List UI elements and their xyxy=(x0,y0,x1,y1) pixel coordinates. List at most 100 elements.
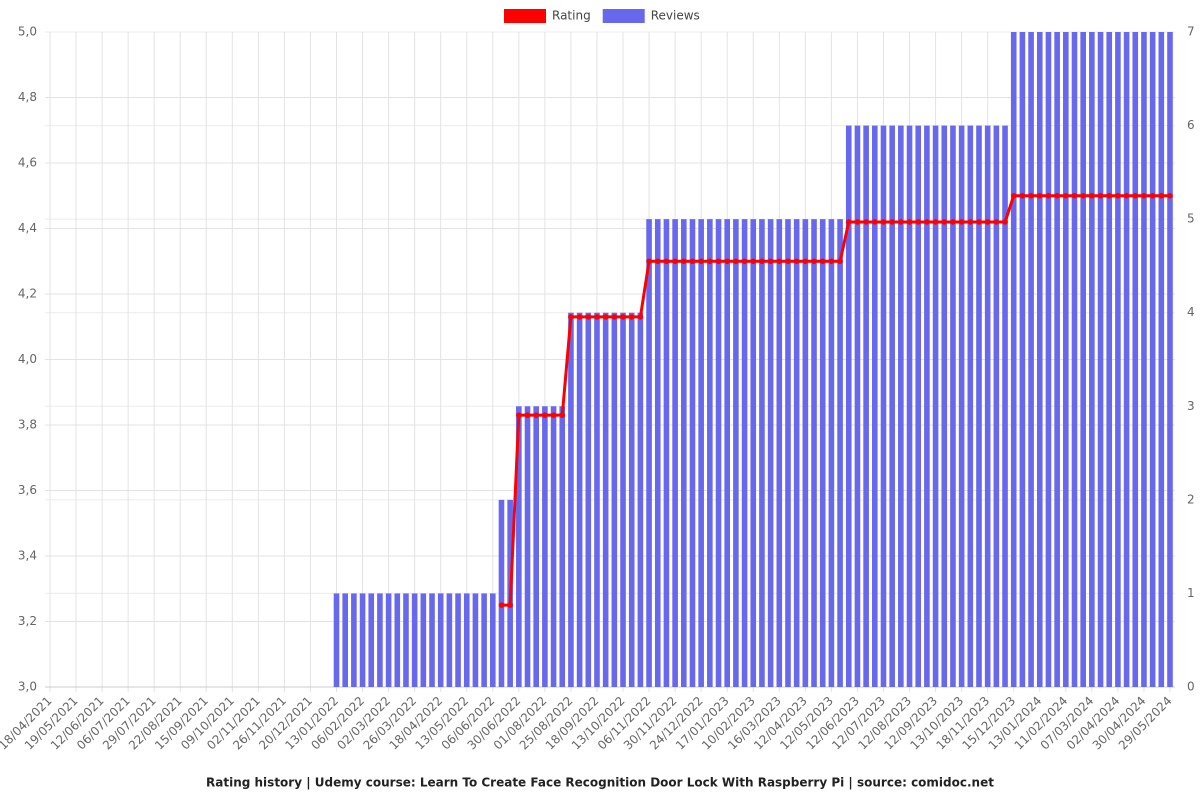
point xyxy=(672,258,678,265)
bar xyxy=(516,406,522,687)
bar xyxy=(342,593,348,687)
bar xyxy=(1167,32,1173,687)
bar xyxy=(898,125,904,688)
point xyxy=(611,314,618,320)
bar xyxy=(1071,32,1078,687)
point xyxy=(698,258,704,265)
bar xyxy=(637,312,644,687)
chart-title: Rating history | Udemy course: Learn To … xyxy=(206,776,994,790)
point xyxy=(976,219,982,225)
point xyxy=(915,219,922,225)
bar xyxy=(1010,32,1017,687)
point xyxy=(733,258,739,265)
point xyxy=(811,258,817,265)
bar xyxy=(1028,32,1034,687)
point xyxy=(1123,192,1130,199)
bar xyxy=(351,593,357,687)
y-tick-label: 3,8 xyxy=(18,418,37,432)
point xyxy=(533,412,540,418)
y2-tick-label: 3 xyxy=(1187,399,1195,413)
bar xyxy=(533,406,540,687)
bar xyxy=(646,219,652,687)
bar xyxy=(602,312,609,687)
point xyxy=(1167,192,1173,199)
bar xyxy=(802,219,809,687)
bar xyxy=(698,219,704,687)
bar xyxy=(811,219,817,687)
point xyxy=(715,258,722,265)
legend-label: Rating xyxy=(552,9,591,23)
bar xyxy=(524,406,531,687)
point xyxy=(576,314,583,320)
point xyxy=(654,258,661,265)
point xyxy=(993,219,1000,225)
point xyxy=(1010,192,1017,199)
bar xyxy=(1149,32,1156,687)
bar xyxy=(498,499,505,687)
bar xyxy=(1054,32,1060,687)
point xyxy=(845,219,852,225)
point xyxy=(793,258,800,265)
point xyxy=(802,258,809,265)
point xyxy=(863,219,869,225)
bar xyxy=(715,219,722,687)
bar xyxy=(654,219,661,687)
y2-tick-label: 2 xyxy=(1187,492,1195,506)
point xyxy=(1089,192,1095,199)
bar xyxy=(941,125,948,688)
bar xyxy=(819,219,826,687)
bar xyxy=(663,219,670,687)
bar xyxy=(1019,32,1026,687)
point xyxy=(516,412,522,418)
point xyxy=(620,314,626,320)
y-tick-label: 5,0 xyxy=(18,25,37,39)
point xyxy=(507,602,513,608)
bar xyxy=(906,125,913,688)
bar xyxy=(1141,32,1147,687)
bar xyxy=(828,219,835,687)
y-tick-label: 4,2 xyxy=(18,287,37,301)
point xyxy=(550,412,557,418)
point xyxy=(941,219,948,225)
point xyxy=(750,258,757,265)
point xyxy=(542,412,548,418)
y2-tick-label: 7 xyxy=(1187,25,1195,39)
y-tick-label: 4,6 xyxy=(18,156,37,170)
bar xyxy=(620,312,626,687)
point xyxy=(524,412,531,418)
point xyxy=(680,258,687,265)
point xyxy=(1141,192,1147,199)
point xyxy=(1063,192,1069,199)
bar xyxy=(576,312,583,687)
point xyxy=(880,219,887,225)
bar xyxy=(767,219,774,687)
bar xyxy=(550,406,557,687)
point xyxy=(637,314,644,320)
y-tick-label: 3,0 xyxy=(18,680,37,694)
point xyxy=(1002,219,1008,225)
bar xyxy=(333,593,340,687)
bar xyxy=(1063,32,1069,687)
point xyxy=(646,258,652,265)
bar xyxy=(932,125,939,688)
bar xyxy=(437,593,444,687)
bar xyxy=(542,406,548,687)
bar xyxy=(863,125,869,688)
y-tick-label: 4,4 xyxy=(18,221,37,235)
point xyxy=(785,258,791,265)
bar xyxy=(568,312,574,687)
bar xyxy=(1097,32,1104,687)
y-tick-label: 3,4 xyxy=(18,549,37,563)
bar xyxy=(924,125,930,688)
point xyxy=(958,219,965,225)
bar xyxy=(594,312,600,687)
y2-tick-label: 4 xyxy=(1187,305,1195,319)
bar xyxy=(1080,32,1086,687)
point xyxy=(950,219,956,225)
bar xyxy=(403,593,409,687)
point xyxy=(967,219,974,225)
y2-tick-label: 1 xyxy=(1187,586,1195,600)
bar xyxy=(776,219,783,687)
point xyxy=(724,258,731,265)
